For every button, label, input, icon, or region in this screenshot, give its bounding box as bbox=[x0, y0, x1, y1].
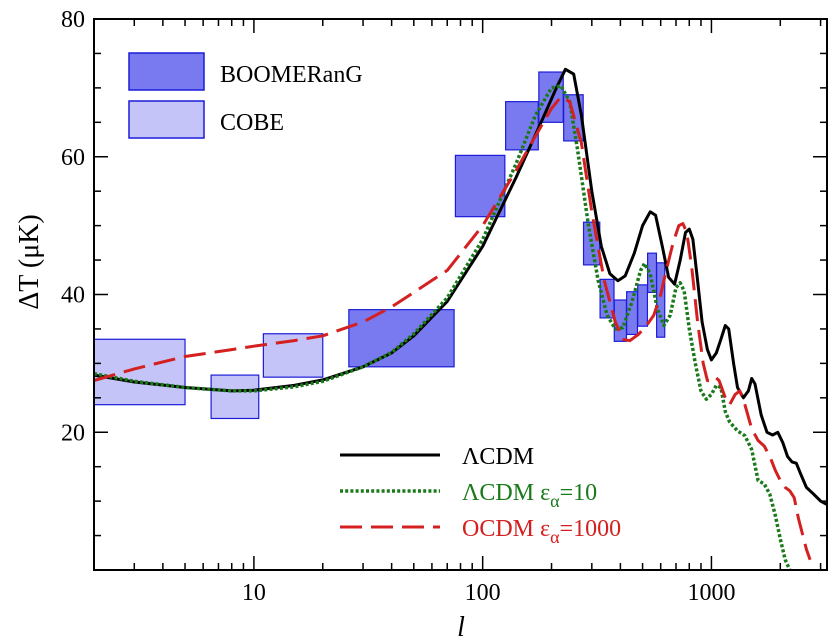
x-tick-label: 10 bbox=[242, 580, 266, 606]
cobe-box-1 bbox=[210, 374, 260, 420]
boomerang-box-0 bbox=[348, 309, 455, 368]
y-tick-label: 80 bbox=[61, 7, 85, 33]
legend-label-boomerang: BOOMERanG bbox=[220, 62, 363, 88]
ticks: 10 100 1000 20 40 60 80 bbox=[61, 7, 827, 606]
y-tick-label: 60 bbox=[61, 145, 85, 171]
legend-box-cobe bbox=[128, 100, 205, 139]
series-ocdm-ea bbox=[94, 95, 812, 561]
boomerang-box-9 bbox=[637, 284, 649, 327]
x-axis-label: l bbox=[457, 612, 465, 643]
legend-box-boomerang bbox=[128, 52, 205, 91]
legend-label-cobe: COBE bbox=[220, 110, 284, 136]
legend-label-lcdm: ΛCDM bbox=[462, 444, 534, 470]
model-curves bbox=[94, 67, 827, 570]
boomerang-box-1 bbox=[454, 154, 506, 218]
y-tick-label: 20 bbox=[61, 420, 85, 446]
x-tick-label: 1000 bbox=[687, 580, 735, 606]
legend-models: ΛCDM ΛCDM εα=10 OCDM εα=1000 bbox=[340, 444, 621, 547]
legend-label-ocdm-ea: OCDM εα=1000 bbox=[462, 516, 621, 547]
y-axis-label: ΔT (μK) bbox=[14, 214, 45, 309]
x-tick-label: 100 bbox=[465, 580, 501, 606]
cobe-box-0 bbox=[93, 338, 186, 406]
series-lcdm bbox=[94, 67, 827, 506]
series-lcdm-ea bbox=[94, 84, 792, 570]
y-tick-label: 40 bbox=[61, 283, 85, 309]
legend-label-lcdm-ea: ΛCDM εα=10 bbox=[462, 480, 597, 511]
legend-datasets: BOOMERanG COBE bbox=[128, 52, 363, 139]
